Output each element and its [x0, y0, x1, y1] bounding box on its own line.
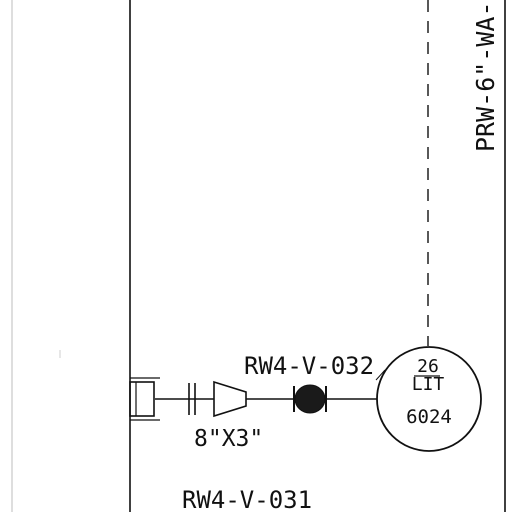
instrument-loop-number: 6024 — [406, 406, 452, 428]
nozzle-box — [129, 381, 155, 417]
reducer-size-label: 8"X3" — [194, 426, 263, 452]
valve-tag-rw4-v-032: RW4-V-032 — [244, 352, 374, 380]
instrument-function: LIT — [412, 374, 445, 395]
instrument-bubble — [376, 346, 482, 452]
valve-tag-rw4-v-031: RW4-V-031 — [182, 486, 312, 512]
instrument-number: 26 — [417, 356, 439, 377]
vertical-line-tag: PRW-6"-WA- — [471, 1, 500, 152]
ball-valve-symbol — [294, 384, 326, 414]
valve-leader-line — [375, 369, 386, 381]
reducer-symbol — [213, 380, 247, 418]
